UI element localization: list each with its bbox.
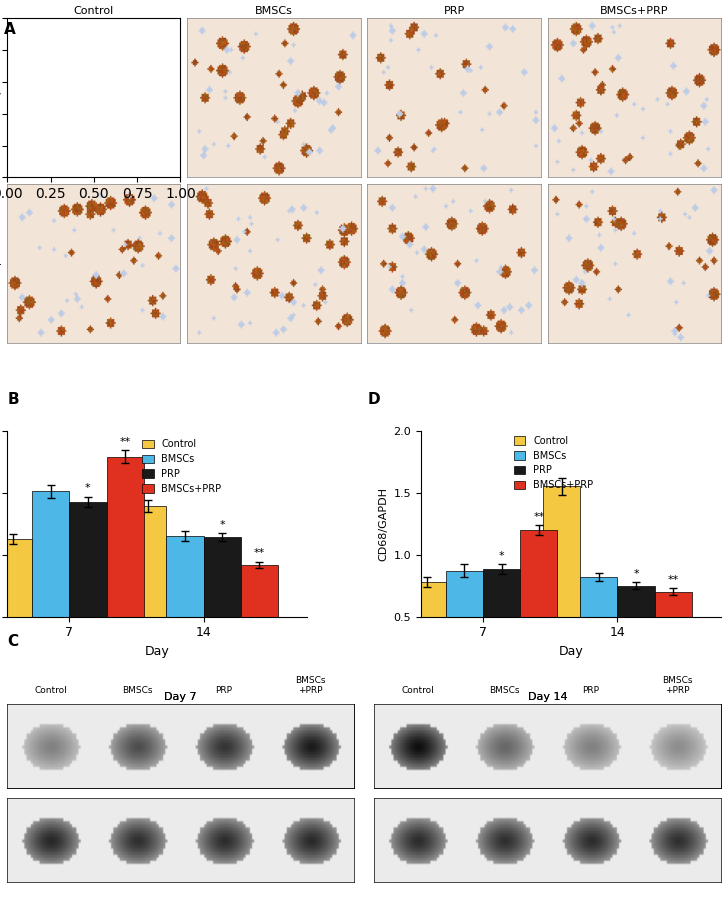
Text: BMSCs
+PRP: BMSCs +PRP xyxy=(662,676,692,696)
Bar xyxy=(106,456,143,616)
Text: A: A xyxy=(4,22,15,38)
Text: PRP: PRP xyxy=(582,680,599,688)
Text: **: ** xyxy=(254,548,265,558)
Bar xyxy=(521,530,558,679)
Y-axis label: Day 14: Day 14 xyxy=(0,258,1,268)
Bar xyxy=(0,539,32,617)
Text: PRP: PRP xyxy=(215,680,232,688)
Text: B: B xyxy=(7,392,19,407)
Bar xyxy=(204,537,241,616)
Bar xyxy=(241,565,278,617)
X-axis label: Day: Day xyxy=(145,644,170,658)
Y-axis label: Day 7: Day 7 xyxy=(0,93,1,103)
Text: Control: Control xyxy=(34,680,67,688)
Title: Control: Control xyxy=(74,5,114,16)
Bar xyxy=(654,591,692,679)
Text: D: D xyxy=(368,392,380,407)
Title: BMSCs+PRP: BMSCs+PRP xyxy=(600,5,668,16)
Text: BMSCs: BMSCs xyxy=(122,680,152,688)
Text: BMSCs
+PRP: BMSCs +PRP xyxy=(662,670,692,688)
Bar xyxy=(408,581,446,679)
Title: Day 14: Day 14 xyxy=(528,692,567,702)
Text: **: ** xyxy=(119,436,131,446)
Bar xyxy=(167,536,204,616)
Bar xyxy=(130,506,167,617)
Text: PRP: PRP xyxy=(215,687,232,696)
Bar xyxy=(32,491,69,616)
Text: Control: Control xyxy=(34,687,67,696)
X-axis label: Day: Day xyxy=(558,644,583,658)
Text: BMSCs: BMSCs xyxy=(489,680,520,688)
Title: Day 7: Day 7 xyxy=(164,692,197,702)
Text: Control: Control xyxy=(401,687,434,696)
Text: *: * xyxy=(219,520,225,530)
Text: *: * xyxy=(499,552,505,562)
Legend: Control, BMSCs, PRP, BMSCs+PRP: Control, BMSCs, PRP, BMSCs+PRP xyxy=(510,432,597,494)
Text: *: * xyxy=(633,569,638,579)
Text: C: C xyxy=(7,634,18,650)
Title: PRP: PRP xyxy=(443,5,464,16)
Bar xyxy=(69,502,106,616)
Text: PRP: PRP xyxy=(582,687,599,696)
Title: Day 14: Day 14 xyxy=(528,692,567,702)
Y-axis label: CD68/GAPDH: CD68/GAPDH xyxy=(378,487,388,561)
Text: **: ** xyxy=(668,575,678,585)
Text: BMSCs: BMSCs xyxy=(122,687,152,696)
Bar xyxy=(580,577,617,679)
Bar xyxy=(617,586,654,679)
Text: BMSCs
+PRP: BMSCs +PRP xyxy=(295,670,325,688)
Title: BMSCs: BMSCs xyxy=(255,5,293,16)
Text: BMSCs
+PRP: BMSCs +PRP xyxy=(295,676,325,696)
Text: BMSCs: BMSCs xyxy=(489,687,520,696)
Legend: Control, BMSCs, PRP, BMSCs+PRP: Control, BMSCs, PRP, BMSCs+PRP xyxy=(138,436,226,498)
Bar xyxy=(483,570,521,679)
Text: **: ** xyxy=(533,512,545,522)
Text: *: * xyxy=(85,483,91,493)
Title: Day 7: Day 7 xyxy=(164,692,197,702)
Text: Control: Control xyxy=(401,680,434,688)
Bar xyxy=(543,486,580,679)
Bar xyxy=(446,571,483,679)
